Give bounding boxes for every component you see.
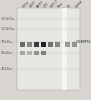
Text: 75kDa-: 75kDa- xyxy=(1,40,14,44)
Bar xyxy=(40,51,46,55)
Bar xyxy=(19,51,24,55)
Text: 100kDa-: 100kDa- xyxy=(1,27,16,31)
Bar xyxy=(33,51,38,55)
Bar xyxy=(40,42,46,47)
Text: - FERMT2: - FERMT2 xyxy=(74,40,91,44)
Text: Raw: Raw xyxy=(57,1,65,9)
Text: 150kDa-: 150kDa- xyxy=(1,17,16,21)
Bar xyxy=(62,8,67,90)
Text: C6: C6 xyxy=(67,3,73,9)
Text: MCF-7: MCF-7 xyxy=(50,0,60,9)
Text: 293T: 293T xyxy=(29,0,38,9)
Text: 3T3: 3T3 xyxy=(43,2,50,9)
Bar xyxy=(72,42,77,47)
Text: 40kDa-: 40kDa- xyxy=(1,67,14,71)
Text: Jurkat: Jurkat xyxy=(74,0,83,9)
Text: A549: A549 xyxy=(36,0,45,9)
Bar xyxy=(65,42,70,47)
Bar xyxy=(26,51,31,55)
Bar xyxy=(55,42,60,47)
Bar xyxy=(48,42,53,47)
Text: 55kDa-: 55kDa- xyxy=(1,51,14,55)
Bar xyxy=(26,42,31,47)
Text: HeLa: HeLa xyxy=(22,0,31,9)
Bar xyxy=(19,42,24,47)
Bar xyxy=(17,8,80,90)
Bar xyxy=(33,42,38,47)
